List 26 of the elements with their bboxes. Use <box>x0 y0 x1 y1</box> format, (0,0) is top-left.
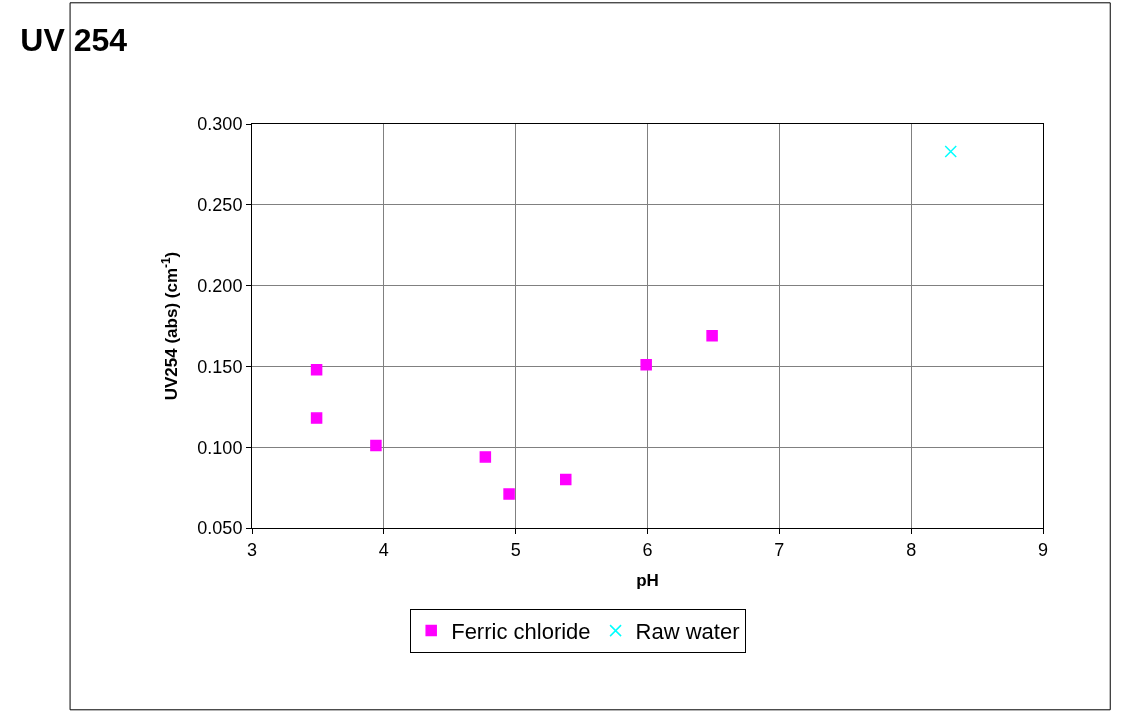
legend-label: Ferric chloride <box>451 619 591 645</box>
y-tick-label: 0.050 <box>197 518 243 539</box>
point <box>944 145 957 158</box>
point <box>503 488 515 500</box>
x-tick-label: 7 <box>774 539 785 560</box>
x-tick-label: 8 <box>906 539 917 560</box>
point <box>310 412 323 424</box>
x-axis-title: pH <box>636 571 659 590</box>
x-tick-label: 9 <box>1037 539 1049 560</box>
legend-label: Raw water <box>635 619 740 645</box>
x-tick-label: 5 <box>510 539 521 560</box>
x-tick-label: 3 <box>246 539 258 560</box>
y-tick-label: 0.100 <box>197 437 243 458</box>
point <box>706 329 718 342</box>
x-tick-label: 4 <box>378 539 389 560</box>
point <box>310 363 323 376</box>
y-tick-label: 0.200 <box>197 275 243 296</box>
point <box>479 451 492 463</box>
point <box>560 473 572 486</box>
x-tick-label: 6 <box>642 539 653 560</box>
y-tick-label: 0.150 <box>197 356 243 377</box>
y-tick-label: 0.300 <box>197 114 243 135</box>
point <box>370 439 382 452</box>
point <box>640 359 652 371</box>
chart-title: UV 254 <box>20 21 128 58</box>
y-tick-label: 0.250 <box>197 195 243 216</box>
